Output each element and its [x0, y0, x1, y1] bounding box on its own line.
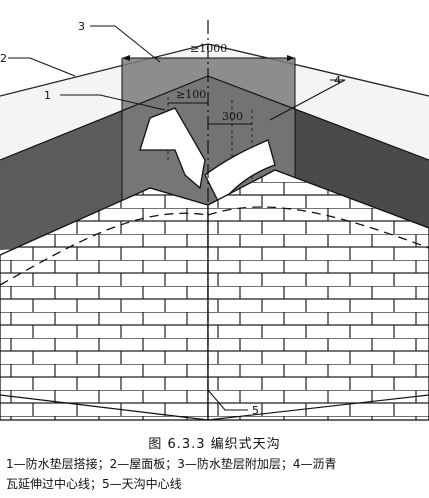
leader-4	[269, 79, 346, 121]
callout-1: 1	[44, 89, 51, 102]
dim-offset: 300	[222, 110, 243, 123]
eave-line-right	[207, 394, 429, 421]
leader-3	[90, 25, 161, 63]
callout-3: 3	[78, 20, 85, 33]
callout-4: 4	[334, 74, 341, 87]
roof-edge-left	[0, 43, 209, 97]
callout-2: 2	[0, 52, 7, 65]
figure-caption-legend-line-2: 瓦延伸过中心线；5—天沟中心线	[6, 477, 182, 491]
dim-arrow-right	[287, 55, 295, 61]
valley-line-right	[207, 75, 429, 161]
figure-caption-legend-line-1: 1—防水垫层搭接；2—屋面板；3—防水垫层附加层；4—沥青	[6, 457, 337, 471]
dim-top-width: ≥1000	[190, 42, 227, 55]
roof-edge-right	[207, 43, 429, 97]
valley-diagram: ≥1000 ≥100 300 1 2 3 4 5	[0, 20, 429, 421]
leader-2	[8, 57, 76, 77]
valley-line-left	[0, 75, 209, 161]
leader-5	[207, 389, 248, 411]
eave-line-left	[0, 394, 209, 421]
callout-5: 5	[252, 404, 259, 417]
chalk-line-left	[0, 212, 209, 286]
figure-caption-title: 图 6.3.3 编织式天沟	[148, 437, 281, 452]
shingle-tab-left	[139, 107, 206, 190]
dim-arrow-left	[122, 55, 130, 61]
leader-1	[60, 94, 166, 111]
dim-lap: ≥100	[176, 88, 206, 101]
